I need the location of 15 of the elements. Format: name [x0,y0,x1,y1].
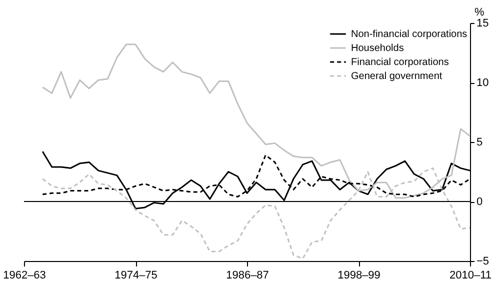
x-tick-label: 1974–75 [114,270,158,282]
x-tick-label: 2010–11 [449,270,492,282]
y-tick-label: 10 [476,77,489,89]
y-tick-label: 15 [476,18,489,30]
legend-label: Non-financial corporations [351,29,468,40]
legend-label: Households [351,43,404,54]
x-tick-label: 1998–99 [338,270,380,282]
x-tick-label: 1962–63 [3,270,46,282]
legend-label: General government [351,71,442,82]
y-tick-label: 0 [476,196,483,208]
x-tick-label: 1986–87 [226,270,269,282]
legend-label: Financial corporations [351,57,449,68]
y-tick-label: 5 [476,136,483,148]
y-axis-title: % [474,6,484,18]
y-tick-label: −5 [476,256,490,268]
